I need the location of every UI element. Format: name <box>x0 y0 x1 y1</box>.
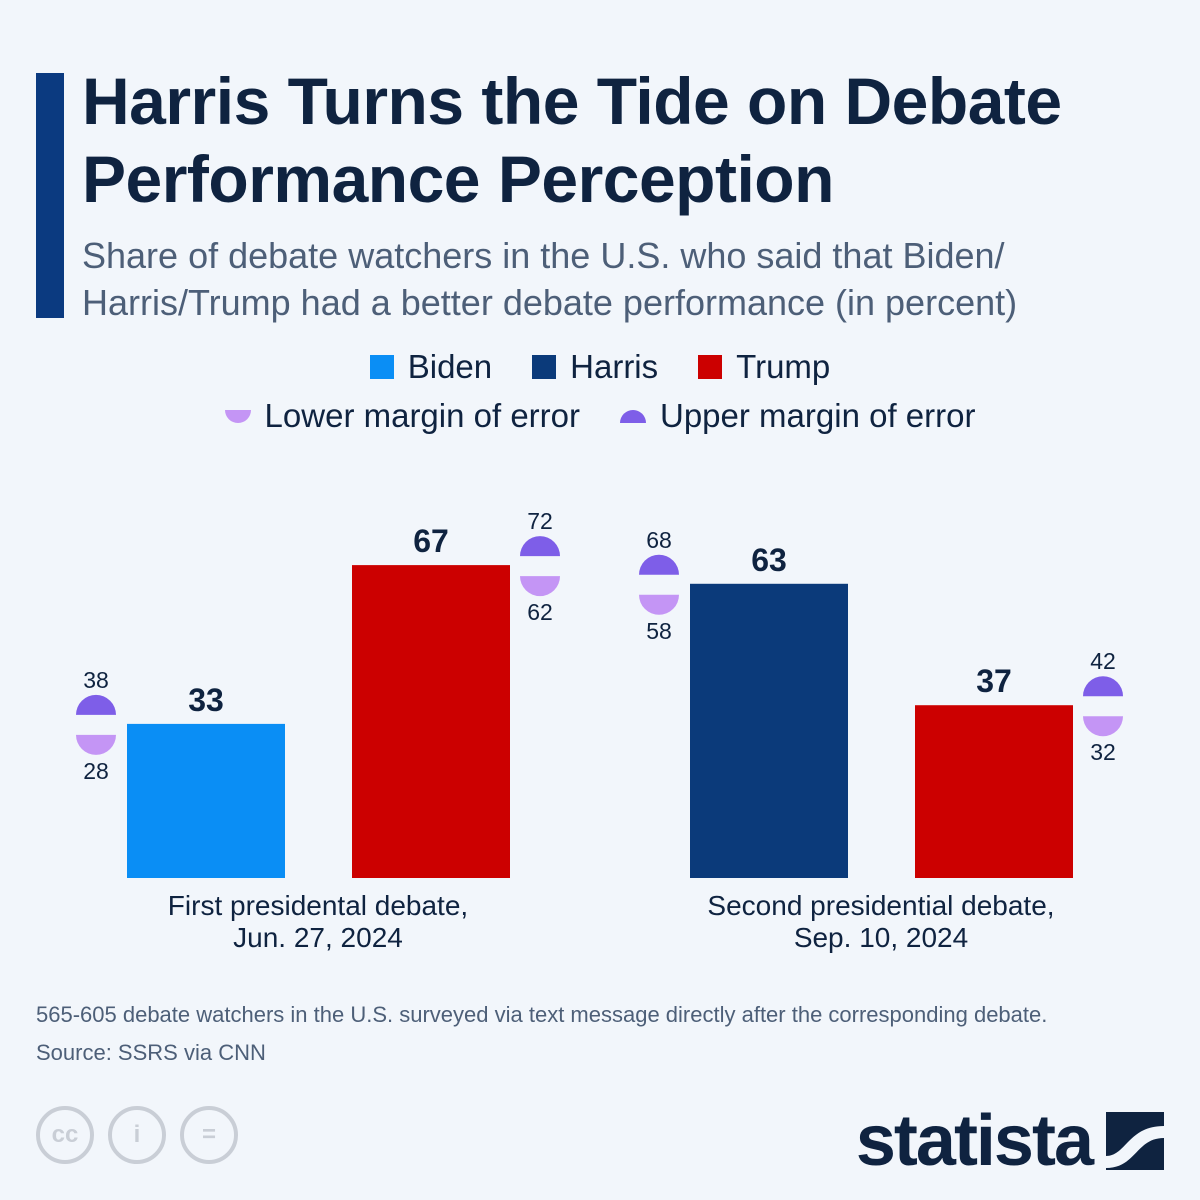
legend-item-harris: Harris <box>532 348 658 386</box>
lower-margin-marker <box>76 734 116 755</box>
lower-margin-label: 58 <box>646 618 672 644</box>
legend-item-biden: Biden <box>369 348 493 386</box>
title-accent-bar <box>36 73 64 318</box>
lower-margin-label: 28 <box>83 758 109 784</box>
bar-trump <box>915 705 1073 878</box>
category-line: First presidental debate, <box>167 890 469 921</box>
lower-margin-marker <box>639 594 679 615</box>
lower-margin-marker <box>520 576 560 597</box>
legend-label: Trump <box>736 348 831 385</box>
chart-subtitle: Share of debate watchers in the U.S. who… <box>82 235 1018 323</box>
upper-margin-icon <box>620 409 646 423</box>
source: Source: SSRS via CNN <box>36 1040 266 1065</box>
category-line: Sep. 10, 2024 <box>793 922 969 953</box>
legend-item-lower-margin: Lower margin of error <box>224 397 580 435</box>
legend-swatch <box>532 355 557 379</box>
legend-label: Harris <box>570 348 659 385</box>
legend-label: Upper margin of error <box>660 397 976 434</box>
value-label: 67 <box>413 523 449 559</box>
lower-margin-icon <box>224 409 251 423</box>
legend-item-upper-margin: Upper margin of error <box>620 397 975 435</box>
statista-logo[interactable]: statista <box>856 1100 1164 1182</box>
bar-trump <box>352 565 510 878</box>
legend-label: Biden <box>407 348 493 385</box>
legend-swatch <box>698 355 723 379</box>
upper-margin-label: 68 <box>646 527 672 553</box>
value-label: 33 <box>188 682 224 718</box>
legend-margins: Lower margin of error Upper margin of er… <box>0 397 1200 435</box>
legend-item-trump: Trump <box>698 348 830 386</box>
upper-margin-label: 38 <box>83 667 109 693</box>
statista-mark-icon <box>1106 1112 1164 1170</box>
cc-icon[interactable]: cc <box>36 1106 94 1164</box>
brand-wordmark: statista <box>855 1101 1094 1181</box>
upper-margin-marker <box>520 536 560 557</box>
category-label-first: First presidental debate, Jun. 27, 2024 <box>88 890 548 954</box>
legend-swatch <box>369 355 394 379</box>
upper-margin-marker <box>76 694 116 715</box>
upper-margin-label: 72 <box>527 508 553 534</box>
upper-margin-marker <box>639 554 679 575</box>
no-derivatives-icon[interactable]: = <box>180 1106 238 1164</box>
category-line: Second presidential debate, <box>707 890 1055 921</box>
value-label: 63 <box>751 542 787 578</box>
category-line: Jun. 27, 2024 <box>233 922 403 953</box>
legend-series: Biden Harris Trump <box>0 348 1200 386</box>
lower-margin-label: 32 <box>1090 739 1116 765</box>
chart-title: Harris Turns the Tide on Debate Performa… <box>82 64 1062 216</box>
upper-margin-marker <box>1083 676 1123 697</box>
lower-margin-marker <box>1083 716 1123 737</box>
bar-biden <box>127 723 285 878</box>
upper-margin-label: 42 <box>1090 648 1116 674</box>
lower-margin-label: 62 <box>527 599 553 625</box>
bar-harris <box>690 583 848 878</box>
value-label: 37 <box>976 663 1012 699</box>
legend-label: Lower margin of error <box>264 397 580 434</box>
footnote: 565-605 debate watchers in the U.S. surv… <box>36 1002 1048 1027</box>
attribution-icon[interactable]: i <box>108 1106 166 1164</box>
category-label-second: Second presidential debate, Sep. 10, 2024 <box>651 890 1111 954</box>
bar-chart: 33 38 28 67 72 62 63 68 58 37 42 32 <box>76 508 1123 878</box>
